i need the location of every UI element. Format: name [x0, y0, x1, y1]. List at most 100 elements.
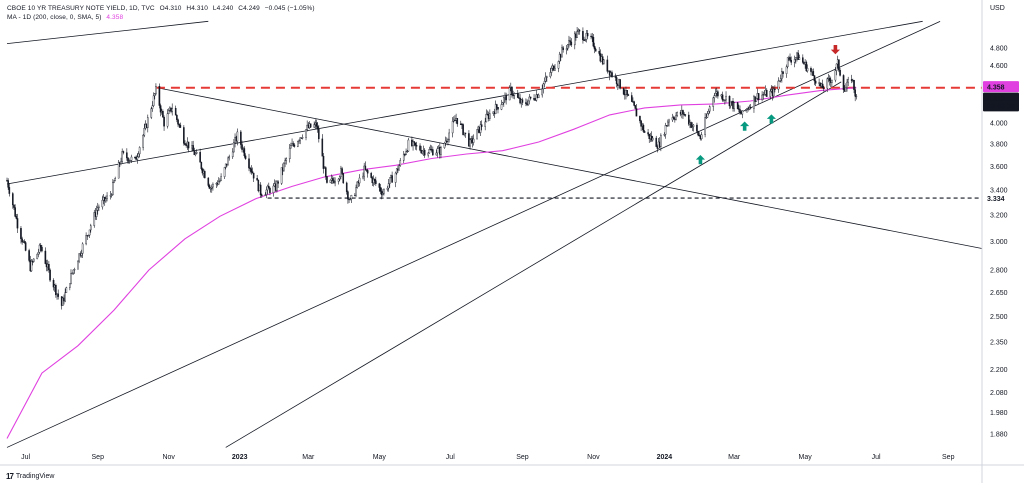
candle-body: [774, 88, 776, 90]
candle-body: [166, 113, 169, 127]
symbol-legend[interactable]: CBOE 10 YR TREASURY NOTE YIELD, 1D, TVC …: [7, 5, 315, 12]
candle-body: [200, 162, 203, 169]
candle-body: [733, 102, 735, 109]
candle-body: [503, 97, 505, 104]
candle-body: [48, 264, 50, 271]
candle-body: [611, 72, 613, 77]
candle-body: [322, 155, 325, 169]
candle-body: [592, 36, 595, 47]
candle-body: [122, 151, 125, 153]
candle-body: [126, 152, 128, 159]
candle-body: [209, 188, 212, 190]
y-tick-label: 2.200: [990, 367, 1008, 374]
candle-body: [30, 261, 33, 272]
candle-body: [412, 141, 414, 146]
candle-body: [626, 90, 628, 95]
candle-body: [667, 121, 669, 126]
candle-body: [785, 66, 788, 74]
candle-body: [714, 93, 717, 96]
x-tick-label: Jul: [872, 454, 881, 461]
candle-body: [80, 253, 83, 256]
currency-unit[interactable]: USD: [990, 5, 1005, 12]
candle-body: [14, 207, 16, 217]
candle-body: [414, 142, 417, 146]
candle-body: [313, 124, 315, 128]
price-badge-label: 4.249: [987, 96, 1005, 103]
candle-body: [639, 115, 641, 122]
arrow-down-icon: [830, 45, 841, 55]
candle-body: [749, 106, 752, 109]
candle-body: [598, 51, 601, 54]
x-tick-label: 2023: [232, 454, 248, 461]
candle-body: [350, 195, 353, 200]
y-tick-label: 2.800: [990, 267, 1008, 274]
candle-body: [358, 177, 361, 184]
candle-body: [326, 176, 328, 183]
candle-body: [41, 246, 43, 252]
x-tick-label: 2024: [657, 454, 673, 461]
candle-body: [741, 110, 744, 115]
candle-body: [301, 137, 304, 139]
y-tick-label: 3.000: [990, 239, 1008, 246]
candle-body: [427, 152, 429, 156]
candle-body: [413, 141, 416, 143]
candle-body: [582, 31, 584, 41]
candle-body: [394, 172, 397, 183]
candle-body: [505, 94, 507, 101]
candle-body: [256, 178, 258, 181]
candle-body: [362, 175, 364, 179]
candle-body: [537, 94, 540, 98]
candle-body: [565, 48, 568, 51]
candle-body: [114, 178, 117, 182]
candle-body: [395, 168, 398, 174]
candle-body: [345, 182, 348, 192]
ma-legend[interactable]: MA ‑ 1D (200, close, 0, SMA, 5) 4.358: [7, 14, 123, 21]
candle-body: [208, 185, 211, 189]
plot-area[interactable]: [6, 20, 982, 448]
candle-body: [329, 179, 332, 183]
candle-body: [822, 87, 825, 89]
candle-body: [365, 169, 368, 171]
candle-body: [633, 101, 635, 106]
candle-body: [98, 206, 100, 208]
candle-body: [622, 88, 625, 95]
candle-body: [462, 124, 464, 135]
candle-body: [193, 150, 196, 155]
candle-body: [630, 95, 633, 102]
candle-body: [13, 204, 15, 208]
candle-body: [497, 107, 499, 110]
candle-body: [558, 54, 561, 62]
candle-body: [113, 180, 115, 183]
candle-body: [316, 126, 319, 130]
candle-body: [143, 128, 146, 136]
candle-body: [277, 181, 279, 184]
price-badge-label: 03:00:30: [987, 104, 1015, 111]
candle-body: [838, 59, 840, 71]
candle-body: [284, 160, 286, 164]
candle-body: [419, 145, 421, 151]
candle-body: [496, 104, 498, 108]
candle-body: [651, 137, 654, 141]
candle-body: [591, 36, 594, 38]
candle-body: [448, 132, 450, 140]
candle-body: [32, 258, 35, 262]
tradingview-logo[interactable]: 17 TradingView: [6, 472, 54, 481]
candle-body: [347, 191, 349, 200]
candle-body: [494, 104, 497, 115]
candle-body: [49, 269, 51, 281]
candle-body: [219, 179, 221, 182]
candle-body: [655, 137, 658, 147]
candle-body: [78, 253, 80, 262]
candle-body: [642, 124, 645, 132]
candle-body: [484, 121, 486, 127]
candle-body: [557, 61, 560, 69]
candle-body: [261, 194, 263, 196]
candle-body: [627, 94, 630, 96]
candle-body: [151, 105, 154, 109]
candle-body: [8, 187, 11, 194]
ma-label: MA ‑ 1D (200, close, 0, SMA, 5): [7, 14, 102, 21]
y-tick-label: 2.500: [990, 314, 1008, 321]
candle-body: [543, 81, 546, 85]
candle-body: [105, 198, 107, 202]
